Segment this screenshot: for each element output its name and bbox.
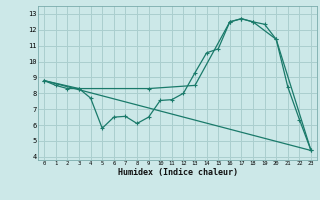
X-axis label: Humidex (Indice chaleur): Humidex (Indice chaleur)	[118, 168, 238, 177]
